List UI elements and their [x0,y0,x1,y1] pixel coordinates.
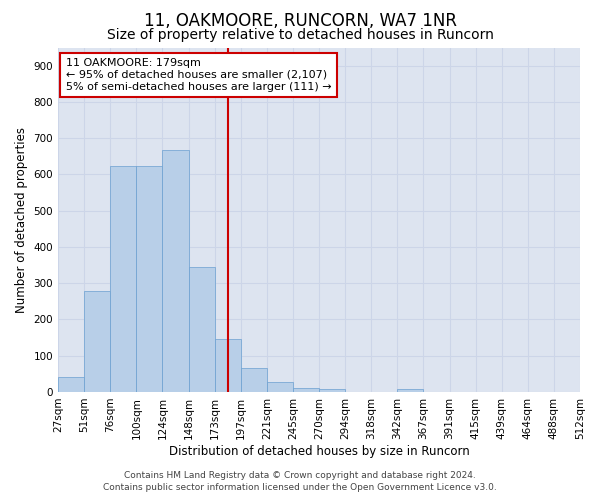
X-axis label: Distribution of detached houses by size in Runcorn: Distribution of detached houses by size … [169,444,469,458]
Text: 11, OAKMOORE, RUNCORN, WA7 1NR: 11, OAKMOORE, RUNCORN, WA7 1NR [143,12,457,30]
Bar [293,388,319,392]
Bar [136,166,163,392]
Bar [319,389,345,392]
Bar [163,150,188,392]
Bar [397,389,424,392]
Bar [215,340,241,392]
Bar [110,166,136,392]
Bar [241,368,267,392]
Bar [267,382,293,392]
Text: Size of property relative to detached houses in Runcorn: Size of property relative to detached ho… [107,28,493,42]
Bar [188,267,215,392]
Bar [58,378,84,392]
Text: Contains HM Land Registry data © Crown copyright and database right 2024.
Contai: Contains HM Land Registry data © Crown c… [103,471,497,492]
Text: 11 OAKMOORE: 179sqm
← 95% of detached houses are smaller (2,107)
5% of semi-deta: 11 OAKMOORE: 179sqm ← 95% of detached ho… [66,58,331,92]
Y-axis label: Number of detached properties: Number of detached properties [15,126,28,312]
Bar [84,291,110,392]
